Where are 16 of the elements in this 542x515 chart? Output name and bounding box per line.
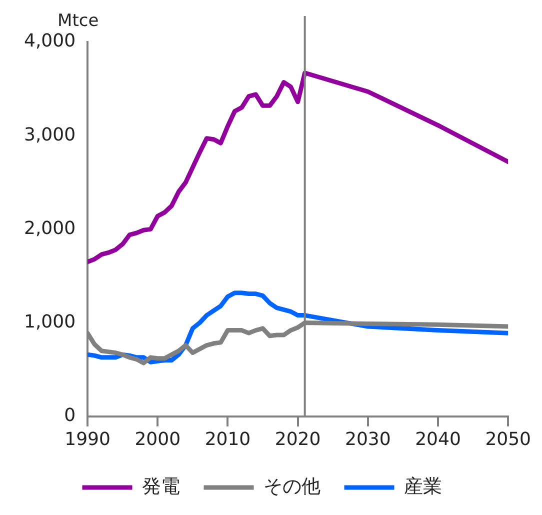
- x-tick-label: 2000: [134, 428, 181, 450]
- x-tick-label: 2040: [415, 428, 461, 450]
- x-tick-label: 1990: [64, 428, 110, 450]
- y-tick-label: 1,000: [24, 311, 76, 332]
- y-tick-label: 0: [64, 405, 76, 426]
- legend-label: 産業: [404, 475, 442, 498]
- x-tick-label: 2010: [204, 428, 251, 450]
- y-tick-label: 4,000: [24, 30, 76, 52]
- x-tick-label: 2050: [485, 428, 531, 450]
- x-tick-label: 2020: [274, 428, 321, 450]
- y-tick-label: 3,000: [24, 124, 76, 146]
- y-axis-title: Mtce: [58, 10, 99, 31]
- legend-label: 発電: [142, 475, 180, 498]
- x-tick-label: 2030: [345, 428, 391, 450]
- legend-label: その他: [263, 475, 320, 498]
- y-tick-label: 2,000: [24, 218, 76, 239]
